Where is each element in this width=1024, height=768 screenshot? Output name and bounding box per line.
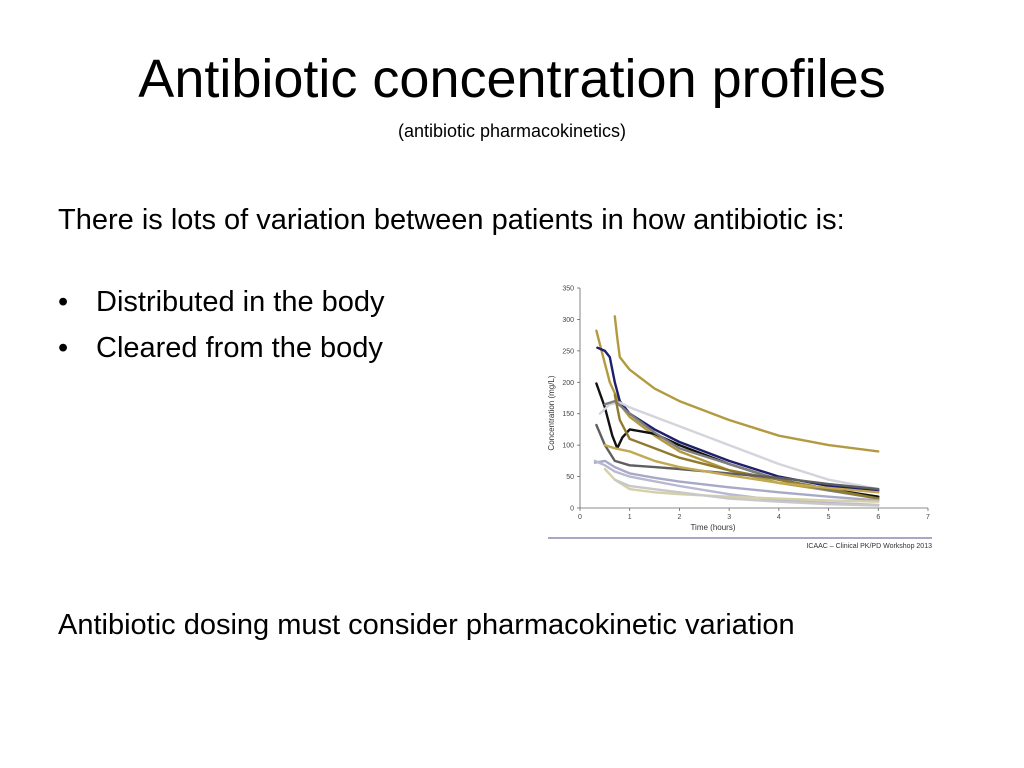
y-tick-label: 350 — [562, 286, 574, 293]
x-tick-label: 2 — [677, 514, 681, 521]
series-line-13 — [613, 478, 880, 507]
x-tick-label: 4 — [777, 514, 781, 521]
x-tick-label: 6 — [876, 514, 880, 521]
closing-text: Antibiotic dosing must consider pharmaco… — [58, 609, 795, 641]
series-line-10 — [593, 459, 880, 502]
x-tick-label: 1 — [628, 514, 632, 521]
chart-axes: 0 50 100 150 200 250 300 350 0 1 2 3 4 5 6 7 — [562, 286, 930, 522]
y-tick-label: 150 — [562, 411, 574, 418]
bullet-item-distributed: • Distributed in the body — [58, 284, 385, 330]
series-line-3 — [596, 346, 880, 492]
y-tick-label: 50 — [566, 474, 574, 481]
x-tick-label: 3 — [727, 514, 731, 521]
slide-subtitle: (antibiotic pharmacokinetics) — [397, 121, 627, 141]
y-tick-label: 100 — [562, 443, 574, 450]
intro-text: There is lots of variation between patie… — [58, 204, 845, 236]
bullet-list: • Distributed in the body • Cleared from… — [58, 284, 385, 376]
bullet-text: Distributed in the body — [96, 286, 385, 318]
slide-title: Antibiotic concentration profiles — [138, 49, 886, 109]
bullet-icon: • — [58, 286, 69, 318]
series-line-9 — [603, 443, 880, 494]
source-note: ICAAC – Clinical PK/PD Workshop 2013 — [806, 543, 932, 550]
x-tick-label: 5 — [827, 514, 831, 521]
x-tick-label: 7 — [926, 514, 930, 521]
y-tick-label: 300 — [562, 317, 574, 324]
bullet-text: Cleared from the body — [96, 332, 383, 364]
x-axis-label: Time (hours) — [690, 523, 735, 532]
series-line-4 — [595, 382, 880, 498]
y-tick-label: 0 — [570, 506, 574, 513]
bullet-icon: • — [58, 332, 69, 364]
series-line-5 — [598, 401, 880, 491]
concentration-chart: 0 50 100 150 200 250 300 350 0 1 2 3 4 5 6 7 Concentrat… — [547, 286, 932, 551]
bullet-item-cleared: • Cleared from the body — [58, 330, 385, 376]
series-line-1 — [613, 315, 880, 453]
x-tick-label: 0 — [578, 514, 582, 521]
series-line-8 — [595, 423, 880, 491]
y-tick-label: 250 — [562, 348, 574, 355]
y-tick-label: 200 — [562, 380, 574, 387]
chart-series — [593, 315, 880, 507]
y-axis-label: Concentration (mg/L) — [547, 375, 556, 450]
